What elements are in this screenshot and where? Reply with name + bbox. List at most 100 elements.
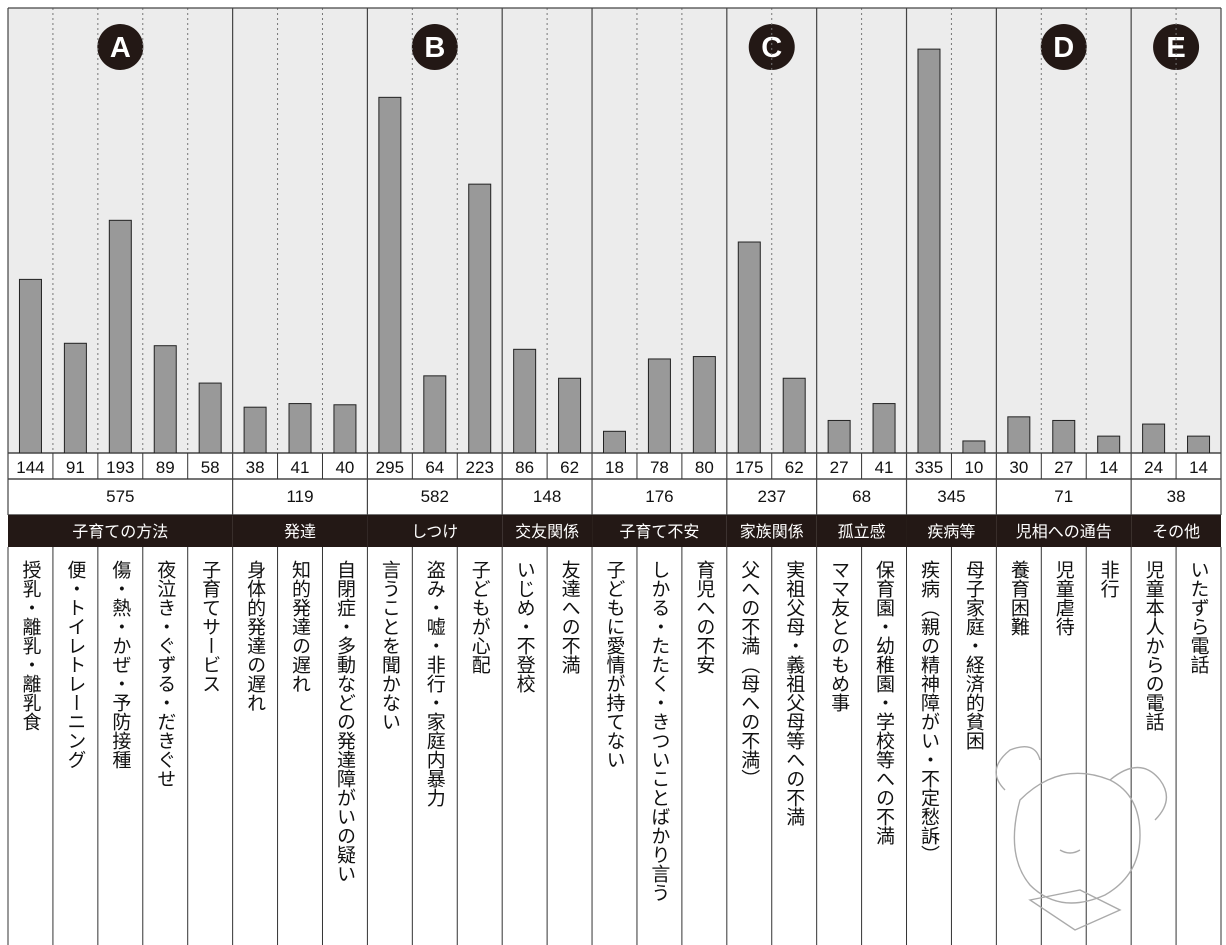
group-4-header-band [502,515,593,547]
bar-group-1-item-5 [198,382,222,454]
group-7-total: 68 [852,487,871,506]
group-5-total: 176 [645,487,673,506]
value-label: 41 [291,458,310,477]
value-label: 30 [1009,458,1028,477]
group-5-category-label: 子育て不安 [619,522,699,541]
group-6-total: 237 [758,487,786,506]
group-8-total: 345 [937,487,965,506]
bar-group-1-item-3 [108,219,132,454]
girl-smile [1059,849,1081,854]
group-8-header-band [906,515,997,547]
bar-group-8-item-1 [917,48,941,454]
badge-E-icon [1153,24,1200,70]
value-label: 91 [66,458,85,477]
group-1-total: 575 [106,487,134,506]
item-label: 知的発達の遅れ [289,560,311,693]
item-label: 父への不満（母への不満） [738,560,760,788]
group-1-category-label: 子育ての方法 [72,522,168,541]
value-label: 18 [605,458,624,477]
book-shape [1028,889,1122,931]
group-1-header-band [8,515,233,547]
bar-group-4-item-2 [558,377,582,454]
badge-C-icon [748,24,795,70]
item-label: ママ友とのもめ事 [828,560,850,712]
bar-group-3-item-2 [423,375,447,454]
group-2-total: 119 [286,487,313,506]
item-label: 夜泣き・ぐずる・だきぐせ [154,560,176,788]
bar-group-5-item-1 [603,430,626,454]
value-label: 78 [650,458,669,477]
item-label: 子育てサービス [199,560,221,693]
bar-group-10-item-1 [1142,423,1166,454]
badge-D-letter: D [1053,32,1074,64]
girl-face [1013,772,1141,904]
bar-group-2-item-3 [333,404,357,454]
item-label: 友達への不満 [559,560,581,675]
item-label: 傷・熱・かぜ・予防接種 [109,560,131,769]
value-label: 27 [830,458,849,477]
item-label: 身体的発達の遅れ [244,560,266,712]
value-label: 193 [106,458,134,477]
group-9-total: 71 [1054,487,1073,506]
bar-group-9-item-3 [1097,435,1121,454]
value-label: 86 [515,458,534,477]
girl-hair-left [995,746,1041,791]
item-label: 実祖父母・義祖父母等への不満 [783,560,805,827]
bar-group-5-item-3 [692,356,716,454]
bar-group-7-item-2 [872,403,896,454]
girl-reading-illustration [995,746,1168,931]
item-label: 自閉症・多動などの発達障がいの疑い [334,560,356,883]
item-label: いたずら電話 [1188,560,1210,674]
bar-group-8-item-2 [962,440,986,454]
bar-group-4-item-1 [513,348,537,454]
value-label: 58 [201,458,220,477]
group-3-header-band [367,515,503,547]
item-label: 言うことを聞かない [379,560,401,731]
value-label: 89 [156,458,175,477]
bar-group-2-item-1 [243,406,267,454]
value-label: 64 [425,458,444,477]
group-7-header-band [816,515,907,547]
item-label: 養育困難 [1008,560,1030,636]
value-label: 144 [16,458,44,477]
value-label: 14 [1099,458,1118,477]
item-label: 子どもに愛情が持てない [604,560,626,769]
item-label: 児童本人からの電話 [1143,560,1165,731]
bar-group-1-item-2 [63,342,87,454]
bar-group-3-item-1 [378,96,402,454]
bar-group-5-item-2 [647,358,671,454]
group-7-category-label: 孤立感 [838,522,886,541]
value-label: 223 [466,458,494,477]
badge-D-icon [1040,24,1087,70]
item-label: 保育園・幼稚園・学校等への不満 [873,560,895,846]
group-10-total: 38 [1167,487,1186,506]
bar-group-1-item-1 [18,278,42,454]
group-8-category-label: 疾病等 [927,522,975,541]
item-label: 母子家庭・経済的貧困 [963,560,985,750]
group-4-total: 148 [533,487,561,506]
group-10-header-band [1131,515,1221,547]
value-label: 295 [376,458,404,477]
item-label: 児童虐待 [1053,560,1075,636]
item-label: 疾病（親の精神障がい・不定愁訴） [918,560,940,864]
item-label: 非行 [1098,560,1120,598]
group-3-category-label: しつけ [411,522,458,541]
bar-group-10-item-2 [1187,435,1211,454]
bar-group-7-item-1 [827,419,851,454]
group-6-category-label: 家族関係 [740,522,804,541]
value-label: 41 [875,458,894,477]
group-2-header-band [232,515,368,547]
value-label: 62 [560,458,579,477]
value-label: 14 [1189,458,1208,477]
item-label: 盗み・嘘・非行・家庭内暴力 [424,560,446,807]
value-label: 10 [964,458,983,477]
group-4-category-label: 交友関係 [515,522,579,541]
bar-group-6-item-2 [782,377,806,454]
bar-group-6-item-1 [737,241,761,454]
bar-group-3-item-3 [468,183,492,454]
bar-group-9-item-1 [1007,416,1031,454]
value-label: 27 [1054,458,1073,477]
plot-background [8,8,1221,453]
value-label: 80 [695,458,714,477]
